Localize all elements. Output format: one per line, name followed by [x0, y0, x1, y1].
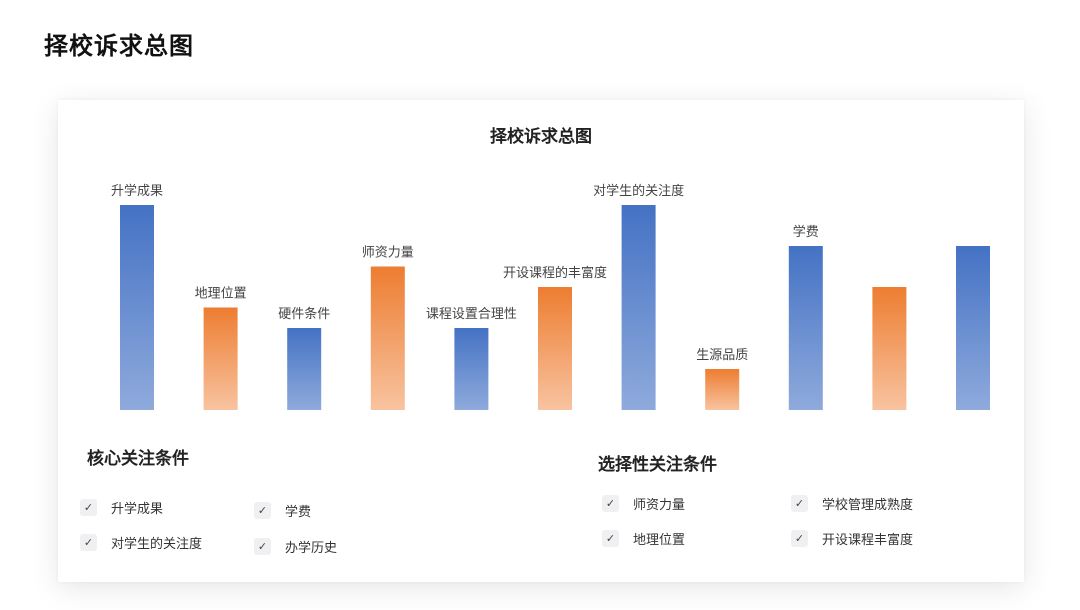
bar-label: 地理位置: [195, 287, 247, 302]
core-item-label: 对学生的关注度: [111, 537, 203, 552]
optional-item: ✓ 学校管理成熟度: [791, 494, 913, 513]
bar-9: [788, 246, 823, 410]
core-item-label: 学费: [285, 505, 312, 520]
chart-card: 择校诉求总图 升学成果 地理位置 硬件条件 师资力量 课程设置合理性 开设课程的丰富度 对学…: [58, 100, 1024, 582]
bar-label: 师资力量: [362, 246, 414, 261]
bar-2: [203, 307, 238, 410]
bar-10: [872, 287, 907, 410]
core-item-label: 升学成果: [111, 502, 164, 517]
check-icon: ✓: [602, 495, 619, 512]
core-item: ✓ 对学生的关注度: [80, 533, 202, 552]
bar-11: [956, 246, 990, 410]
optional-item: ✓ 师资力量: [602, 494, 685, 513]
bar-label: 生源品质: [696, 348, 748, 363]
chart-title: 择校诉求总图: [490, 127, 592, 147]
optional-item-label: 开设课程丰富度: [822, 533, 914, 548]
core-item: ✓ 学费: [254, 501, 311, 520]
bar-5: [454, 328, 489, 410]
bar-3: [287, 328, 322, 410]
check-icon: ✓: [80, 499, 97, 516]
bar-8: [705, 369, 740, 410]
check-icon: ✓: [602, 530, 619, 547]
core-item: ✓ 升学成果: [80, 498, 163, 517]
core-item: ✓ 办学历史: [254, 537, 337, 556]
check-icon: ✓: [254, 502, 271, 519]
bar-7: [621, 205, 656, 410]
page-title: 择校诉求总图: [44, 32, 194, 60]
core-section-title: 核心关注条件: [87, 449, 189, 469]
bar-label: 升学成果: [111, 183, 163, 199]
bar-label: 学费: [793, 224, 819, 240]
check-icon: ✓: [254, 538, 271, 555]
bar-label: 开设课程的丰富度: [503, 265, 607, 281]
check-icon: ✓: [791, 530, 808, 547]
bar-4: [370, 266, 405, 410]
bar-label: 对学生的关注度: [593, 183, 684, 199]
check-icon: ✓: [791, 495, 808, 512]
optional-item: ✓ 开设课程丰富度: [791, 529, 913, 548]
check-icon: ✓: [80, 534, 97, 551]
optional-item: ✓ 地理位置: [602, 529, 685, 548]
optional-item-label: 地理位置: [633, 533, 686, 548]
optional-section-title: 选择性关注条件: [598, 455, 717, 475]
core-item-label: 办学历史: [285, 541, 338, 556]
bar-label: 课程设置合理性: [426, 307, 517, 322]
bar-6: [538, 287, 572, 410]
optional-item-label: 师资力量: [633, 498, 686, 513]
bar-1: [120, 205, 154, 410]
optional-item-label: 学校管理成熟度: [822, 498, 914, 513]
bar-label: 硬件条件: [278, 306, 330, 322]
